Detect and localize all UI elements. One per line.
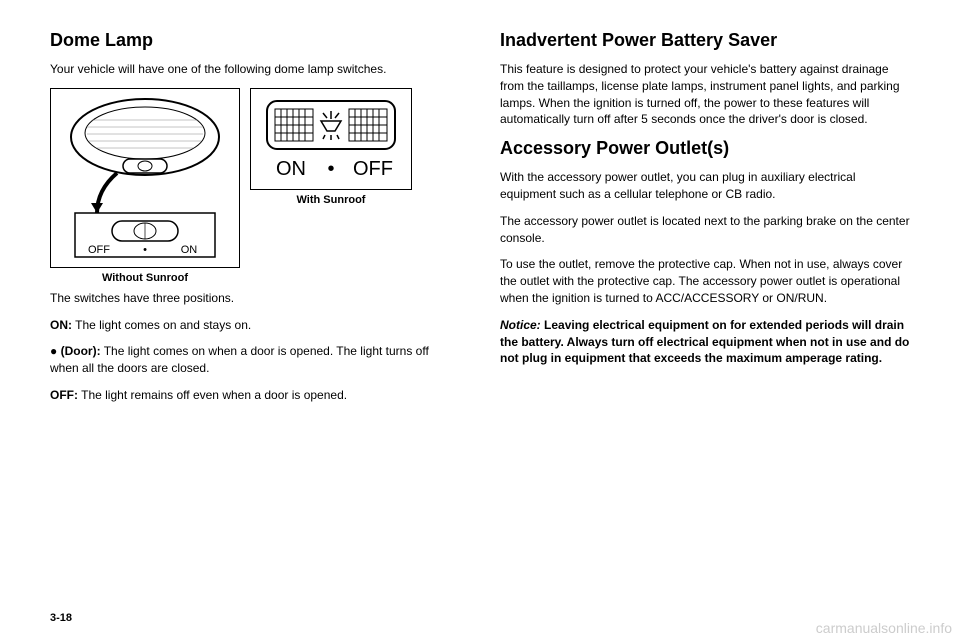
switch-positions-text: The switches have three positions. <box>50 290 460 307</box>
def-off-text: The light remains off even when a door i… <box>81 388 347 402</box>
def-off-label: OFF: <box>50 388 78 402</box>
def-door: ● (Door): The light comes on when a door… <box>50 343 460 377</box>
right-column: Inadvertent Power Battery Saver This fea… <box>500 30 910 414</box>
page-content: Dome Lamp Your vehicle will have one of … <box>0 0 960 424</box>
def-door-text: The light comes on when a door is opened… <box>50 344 429 375</box>
fig2-on-label: ON <box>276 158 306 180</box>
figure-row: OFF • ON Without Sunroof <box>50 88 460 284</box>
def-door-icon: ● <box>50 344 57 358</box>
fig1-on-label: ON <box>181 244 198 256</box>
def-on-label: ON: <box>50 318 72 332</box>
def-on: ON: The light comes on and stays on. <box>50 317 460 334</box>
page-number: 3-18 <box>50 612 72 624</box>
accessory-outlet-heading: Accessory Power Outlet(s) <box>500 138 910 159</box>
def-door-label: (Door): <box>61 344 101 358</box>
battery-saver-heading: Inadvertent Power Battery Saver <box>500 30 910 51</box>
caption-without-sunroof: Without Sunroof <box>102 272 188 284</box>
notice-label: Notice: <box>500 318 541 332</box>
battery-saver-text: This feature is designed to protect your… <box>500 61 910 128</box>
notice-text: Leaving electrical equipment on for exte… <box>500 318 909 366</box>
figure-without-sunroof: OFF • ON Without Sunroof <box>50 88 240 284</box>
watermark: carmanualsonline.info <box>816 620 952 636</box>
fig1-dot: • <box>143 244 147 256</box>
left-column: Dome Lamp Your vehicle will have one of … <box>50 30 460 414</box>
notice-paragraph: Notice: Leaving electrical equipment on … <box>500 317 910 367</box>
fig1-off-label: OFF <box>88 244 110 256</box>
dome-lamp-heading: Dome Lamp <box>50 30 460 51</box>
figure-box-left: OFF • ON <box>50 88 240 268</box>
accessory-outlet-p2: The accessory power outlet is located ne… <box>500 213 910 247</box>
figure-with-sunroof: ON • OFF With Sunroof <box>250 88 412 206</box>
fig2-dot: • <box>327 158 334 180</box>
def-off: OFF: The light remains off even when a d… <box>50 387 460 404</box>
accessory-outlet-p1: With the accessory power outlet, you can… <box>500 169 910 203</box>
dome-lamp-intro: Your vehicle will have one of the follow… <box>50 61 460 78</box>
figure-box-right: ON • OFF <box>250 88 412 190</box>
fig2-off-label: OFF <box>353 158 393 180</box>
accessory-outlet-p3: To use the outlet, remove the protective… <box>500 256 910 306</box>
def-on-text: The light comes on and stays on. <box>75 318 251 332</box>
caption-with-sunroof: With Sunroof <box>297 194 366 206</box>
